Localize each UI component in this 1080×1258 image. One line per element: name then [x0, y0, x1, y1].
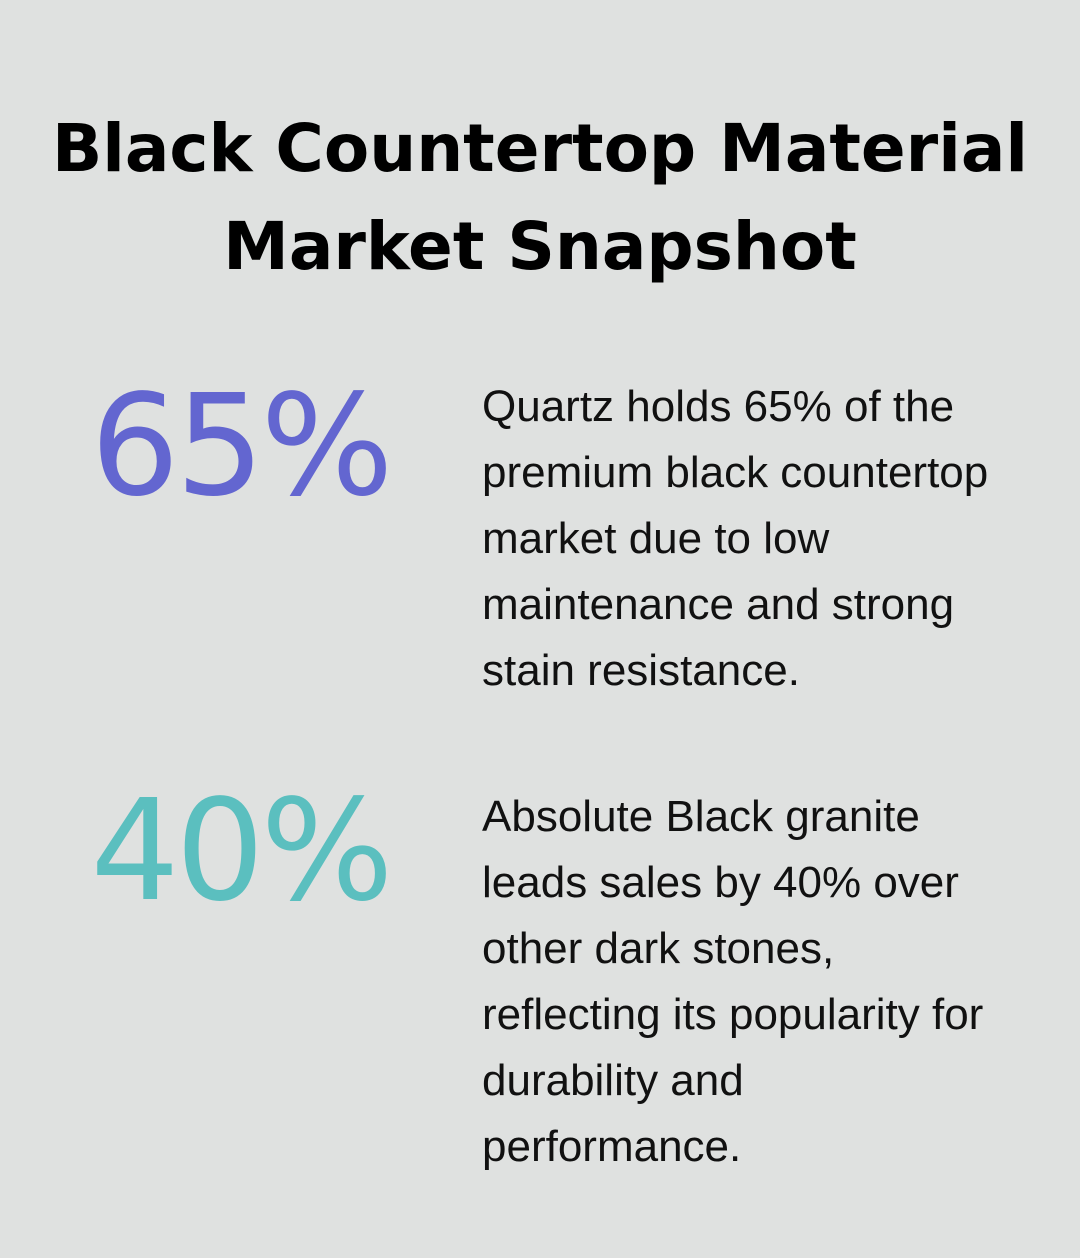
stat-value-quartz: 65% [90, 365, 393, 528]
stat-description-quartz: Quartz holds 65% of the premium black co… [482, 382, 989, 695]
page-title: Black Countertop Material Market Snapsho… [51, 110, 1029, 285]
stat-description-granite: Absolute Black granite leads sales by 40… [482, 792, 984, 1171]
stat-value-granite: 40% [90, 770, 393, 933]
